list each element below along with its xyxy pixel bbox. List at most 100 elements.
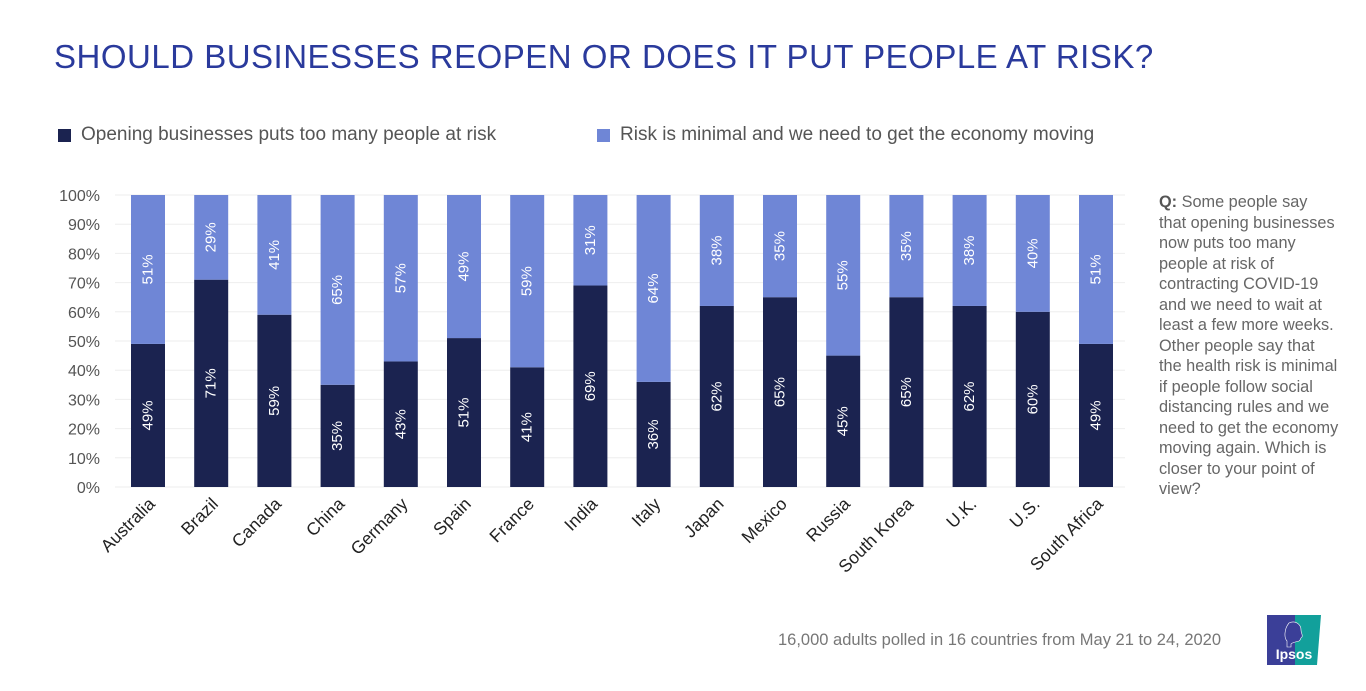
data-label: 64%	[645, 273, 662, 303]
data-label: 38%	[961, 235, 978, 265]
bar-segment	[383, 195, 418, 362]
data-label: 51%	[456, 398, 473, 428]
bar-segment	[447, 338, 481, 487]
bar-segment	[510, 367, 545, 487]
data-label: 40%	[1024, 238, 1041, 268]
data-label: 65%	[329, 275, 346, 305]
bar-segment	[573, 285, 608, 487]
bar-segment	[699, 305, 734, 487]
bar-segment	[763, 195, 797, 298]
bar-segment	[257, 195, 292, 315]
bar-segment	[826, 355, 861, 487]
y-tick-label: 10%	[68, 451, 100, 468]
question-body: Some people say that opening businesses …	[1159, 193, 1339, 498]
svg-text:Ipsos: Ipsos	[1276, 646, 1313, 662]
chart-title: SHOULD BUSINESSES REOPEN OR DOES IT PUT …	[54, 38, 1154, 75]
x-tick-label: Japan	[680, 494, 728, 542]
y-tick-label: 40%	[68, 363, 100, 380]
footnote: 16,000 adults polled in 16 countries fro…	[778, 631, 1222, 649]
data-label: 49%	[1088, 400, 1105, 430]
data-label: 36%	[645, 419, 662, 449]
legend-item-economy: Risk is minimal and we need to get the e…	[597, 124, 1094, 146]
data-label: 45%	[835, 406, 852, 436]
ipsos-logo: Ipsos	[1267, 615, 1321, 665]
bar-segment	[131, 343, 165, 487]
y-tick-label: 60%	[68, 305, 100, 322]
legend-swatch	[58, 128, 71, 142]
data-label: 59%	[519, 266, 536, 296]
data-label: 43%	[392, 409, 409, 439]
legend-label: Risk is minimal and we need to get the e…	[620, 124, 1095, 145]
bar-segment	[763, 297, 797, 487]
data-label: 51%	[1088, 254, 1105, 284]
bar-segment	[257, 314, 292, 487]
y-tick-label: 70%	[68, 276, 100, 293]
data-label: 51%	[140, 254, 157, 284]
bar-segment	[194, 195, 229, 280]
bar-segment	[447, 195, 481, 339]
bar-segment	[1079, 195, 1113, 344]
bar-segment	[1015, 311, 1050, 487]
data-label: 62%	[708, 381, 725, 411]
data-label: 35%	[898, 231, 915, 261]
x-tick-label: U.S.	[1005, 494, 1043, 532]
x-tick-label: Russia	[802, 494, 854, 546]
x-tick-label: India	[560, 494, 601, 535]
x-tick-label: Germany	[347, 494, 412, 559]
bar-segment	[636, 381, 671, 487]
y-tick-label: 30%	[68, 392, 100, 409]
legend-swatch	[597, 128, 610, 142]
x-tick-label: U.K.	[942, 494, 980, 532]
data-label: 41%	[519, 412, 536, 442]
question-text: Q: Some people say that opening business…	[1159, 192, 1339, 500]
data-label: 55%	[835, 260, 852, 290]
y-tick-label: 50%	[68, 334, 100, 351]
bar-segment	[320, 195, 355, 385]
bar-segment	[573, 195, 608, 286]
bar-segment	[952, 195, 987, 306]
data-label: 29%	[203, 222, 220, 252]
data-label: 35%	[772, 231, 789, 261]
data-label: 35%	[329, 421, 346, 451]
data-label: 65%	[772, 377, 789, 407]
x-tick-label: Canada	[228, 494, 286, 552]
bar-segment	[1079, 343, 1113, 487]
y-tick-label: 20%	[68, 422, 100, 439]
bar-segment	[889, 297, 924, 487]
bar-segment	[194, 279, 229, 487]
data-label: 71%	[203, 368, 220, 398]
x-tick-label: Australia	[97, 494, 159, 556]
legend-label: Opening businesses puts too many people …	[81, 124, 497, 145]
bar-segment	[889, 195, 924, 298]
data-label: 62%	[961, 381, 978, 411]
y-tick-label: 100%	[59, 188, 100, 205]
bar-segment	[131, 195, 165, 344]
x-tick-label: Spain	[429, 494, 475, 540]
bar-segment	[826, 195, 861, 356]
x-tick-label: China	[302, 494, 349, 541]
bar-segment	[1015, 195, 1050, 312]
x-tick-label: Brazil	[177, 494, 222, 539]
x-tick-label: Mexico	[737, 494, 790, 547]
bar-segment	[320, 384, 355, 487]
data-label: 65%	[898, 377, 915, 407]
data-label: 57%	[392, 263, 409, 293]
bar-segment	[636, 195, 671, 382]
question-label: Q:	[1159, 193, 1178, 211]
x-tick-label: Italy	[628, 494, 665, 531]
data-label: 60%	[1024, 384, 1041, 414]
bar-segment	[699, 195, 734, 306]
bar-segment	[952, 305, 987, 487]
data-label: 31%	[582, 225, 599, 255]
data-label: 59%	[266, 386, 283, 416]
data-label: 49%	[140, 400, 157, 430]
legend-item-risk: Opening businesses puts too many people …	[58, 124, 496, 146]
bar-segment	[510, 195, 545, 368]
y-tick-label: 90%	[68, 217, 100, 234]
bar-segment	[383, 361, 418, 487]
data-label: 38%	[708, 235, 725, 265]
y-tick-label: 0%	[77, 480, 100, 497]
data-label: 69%	[582, 371, 599, 401]
data-label: 41%	[266, 240, 283, 270]
